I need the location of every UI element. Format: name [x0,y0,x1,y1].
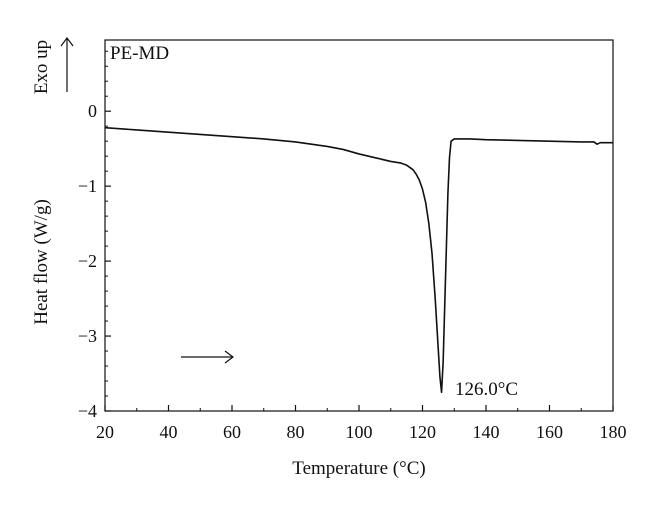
exo-up-label: Exo up [31,40,52,94]
y-tick-label: −2 [78,251,97,271]
x-axis-title: Temperature (°C) [292,458,425,479]
x-tick-label: 100 [346,422,373,442]
x-tick-label: 40 [160,422,178,442]
y-tick-label: 0 [88,101,97,121]
y-tick-label: −4 [78,401,97,421]
y-axis-title: Heat flow (W/g) [31,199,52,325]
x-tick-label: 20 [96,422,114,442]
heat-flow-series-line [104,126,613,394]
tick-marks [104,50,614,412]
x-tick-label: 120 [409,422,436,442]
plot-frame [104,39,614,412]
heating-direction-arrow-icon [181,350,234,364]
x-tick-label: 60 [223,422,241,442]
x-tick-label: 140 [473,422,500,442]
peak-temperature-label: 126.0°C [455,379,518,400]
x-tick-label: 80 [287,422,305,442]
tick-labels: 20 40 60 80 100 120 140 160 180 0 −1 −2 −3 −4 [78,101,627,442]
x-tick-label: 180 [600,422,627,442]
exo-up-arrow-icon [60,37,74,92]
sample-label: PE-MD [110,43,169,64]
x-tick-label: 160 [536,422,563,442]
y-tick-label: −3 [78,326,97,346]
y-tick-label: −1 [78,176,97,196]
